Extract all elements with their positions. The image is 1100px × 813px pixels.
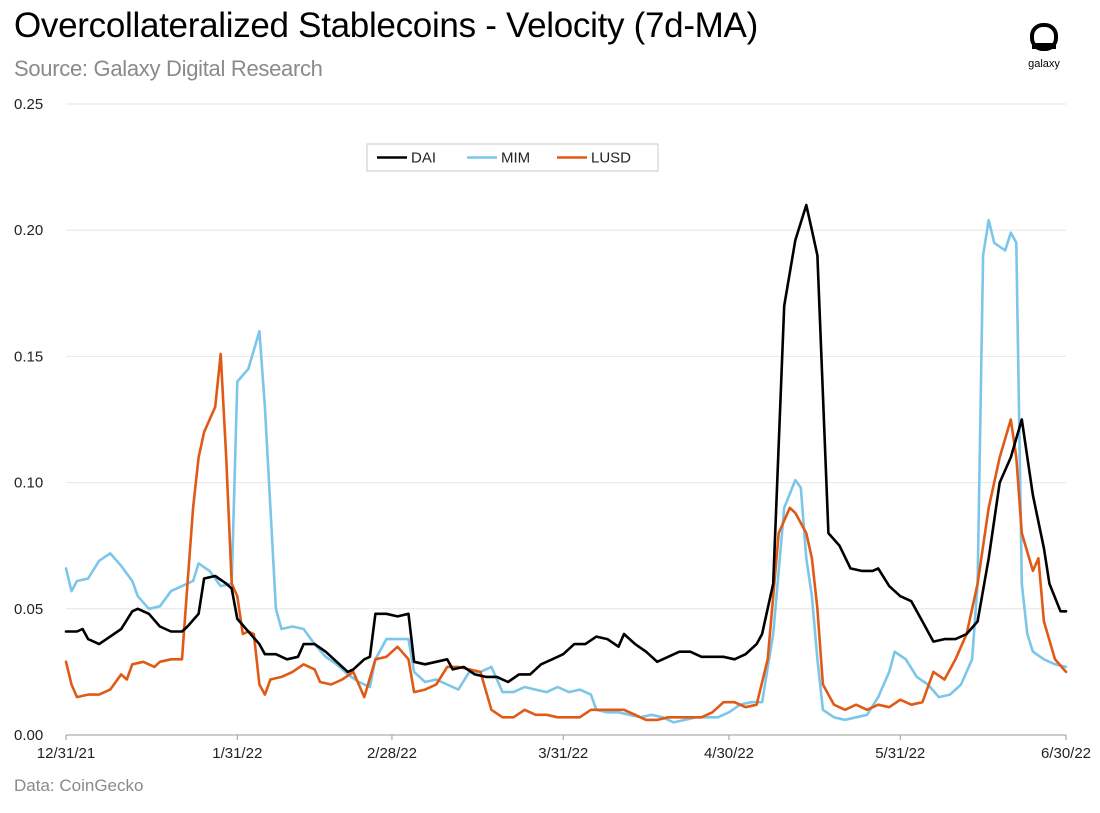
y-tick-label: 0.10	[14, 475, 43, 492]
x-tick-label: 1/31/22	[212, 745, 262, 762]
legend-label-lusd: LUSD	[591, 150, 631, 167]
x-tick-label: 4/30/22	[704, 745, 754, 762]
x-tick-label: 5/31/22	[875, 745, 925, 762]
chart-title: Overcollateralized Stablecoins - Velocit…	[14, 6, 758, 45]
chart-subtitle: Source: Galaxy Digital Research	[14, 56, 323, 81]
x-tick-label: 3/31/22	[538, 745, 588, 762]
legend: DAI MIM LUSD	[366, 143, 659, 172]
series-lines	[64, 203, 1068, 724]
legend-label-mim: MIM	[501, 150, 530, 167]
y-tick-label: 0.15	[14, 348, 43, 365]
x-tick-label: 2/28/22	[367, 745, 417, 762]
y-tick-label: 0.05	[14, 601, 43, 618]
y-tick-label: 0.25	[14, 96, 43, 113]
brand-logo: galaxy	[1024, 18, 1064, 76]
series-line-dai	[64, 203, 1068, 684]
axes: 0.00 0.05 0.10 0.15 0.20 0.25 12/31/21 1/31/22 2…	[14, 96, 1091, 762]
y-tick-label: 0.20	[14, 222, 43, 239]
x-tick-label: 6/30/22	[1041, 745, 1091, 762]
series-line-lusd	[64, 352, 1068, 722]
series-line-mim	[64, 218, 1068, 724]
grid-lines	[66, 103, 1066, 610]
logo-text: galaxy	[1028, 58, 1060, 70]
data-source-note: Data: CoinGecko	[14, 776, 144, 795]
galaxy-logo-icon	[1030, 23, 1058, 51]
x-tick-label: 12/31/21	[37, 745, 95, 762]
y-tick-label: 0.00	[14, 727, 43, 744]
legend-box	[366, 143, 659, 172]
legend-label-dai: DAI	[411, 150, 436, 167]
